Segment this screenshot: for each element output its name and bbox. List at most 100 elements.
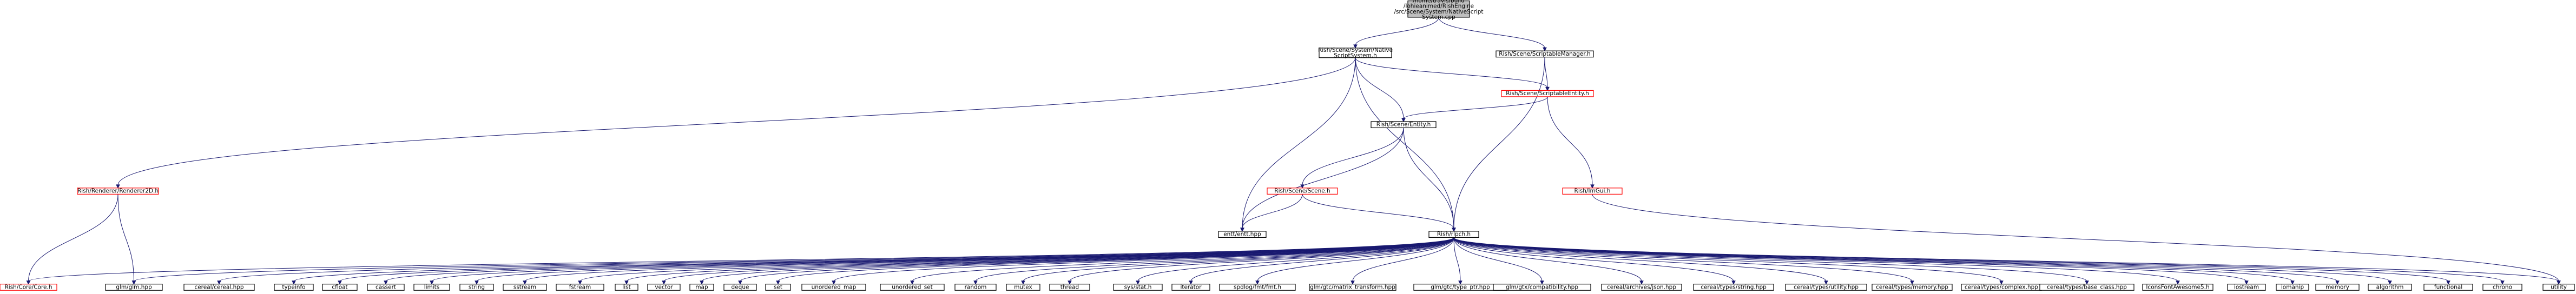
- node-glmtp[interactable]: glm/gtc/type_ptr.hpp: [1413, 284, 1507, 291]
- node-cereal[interactable]: cereal/cereal.hpp: [183, 284, 255, 291]
- edge-rlpch-to-uset: [912, 237, 1454, 282]
- node-label-line: glm/gtx/compatibility.hpp: [1506, 284, 1578, 290]
- edge-arrowhead-rlpch-to-sysstat: [1136, 280, 1140, 285]
- node-umap[interactable]: unordered_map: [801, 284, 866, 291]
- node-uset[interactable]: unordered_set: [880, 284, 945, 291]
- node-utility[interactable]: utility: [2542, 284, 2575, 291]
- node-algorithm[interactable]: algorithm: [2368, 284, 2412, 291]
- node-label-line: iostream: [2234, 284, 2259, 290]
- edge-arrowhead-root-to-nss: [1353, 44, 1358, 49]
- node-cjson[interactable]: cereal/archives/json.hpp: [1601, 284, 1682, 291]
- node-rlpch[interactable]: Rish/rlpch.h: [1428, 231, 1479, 238]
- node-box: [2227, 284, 2266, 291]
- node-box: [2039, 284, 2134, 291]
- edge-arrowhead-rlpch-to-deque: [738, 280, 742, 285]
- node-map[interactable]: map: [689, 284, 714, 291]
- node-sysstat[interactable]: sys/stat.h: [1113, 284, 1163, 291]
- node-root[interactable]: /home/travis/build/lohieanimed/RishEngin…: [1394, 0, 1483, 21]
- node-core[interactable]: Rish/Core/Core.h: [0, 284, 57, 291]
- node-ent[interactable]: Rish/Scene/Entity.h: [1371, 121, 1437, 129]
- node-label-line: iterator: [1180, 284, 1202, 290]
- node-thread[interactable]: thread: [1049, 284, 1090, 291]
- node-memory[interactable]: memory: [2315, 284, 2360, 291]
- node-deque[interactable]: deque: [723, 284, 757, 291]
- node-box: [615, 284, 638, 291]
- edge-rlpch-to-sysstat: [1137, 237, 1454, 282]
- edge-arrowhead-scene-to-rlpch: [1452, 228, 1456, 232]
- node-iterator[interactable]: iterator: [1171, 284, 1210, 291]
- node-box: [1785, 284, 1867, 291]
- node-cassert[interactable]: cassert: [367, 284, 405, 291]
- edge-arrowhead-rlpch-to-utility: [2557, 280, 2561, 285]
- edge-arrowhead-root-to-sm: [1543, 47, 1547, 52]
- node-box: [1171, 284, 1210, 291]
- node-label-line: System.cpp: [1422, 14, 1455, 21]
- node-cstring[interactable]: cereal/types/string.hpp: [1693, 284, 1774, 291]
- node-label-line: thread: [1060, 284, 1079, 290]
- node-box: [183, 284, 255, 291]
- node-label-line: cereal/types/string.hpp: [1701, 284, 1767, 290]
- node-spdlog[interactable]: spdlog/fmt/fmt.h: [1219, 284, 1296, 291]
- edge-se-to-imgui: [1547, 96, 1593, 185]
- node-glmmt[interactable]: glm/gtc/matrix_transform.hpp: [1309, 284, 1396, 291]
- node-fstream[interactable]: fstream: [556, 284, 604, 291]
- node-list[interactable]: list: [615, 284, 638, 291]
- node-label-line: ScriptSystem.h: [1334, 52, 1377, 59]
- node-box: [274, 284, 314, 291]
- node-set[interactable]: set: [765, 284, 791, 291]
- node-box: [2482, 284, 2522, 291]
- node-typeinfo[interactable]: typeinfo: [274, 284, 314, 291]
- edge-r2d-to-glm: [117, 194, 134, 282]
- node-label-line: IconsFontAwesome5.h: [2146, 284, 2209, 290]
- edge-rlpch-to-cbase: [1453, 237, 2087, 282]
- edge-sm-to-rlpch: [1453, 57, 1545, 229]
- node-iostream[interactable]: iostream: [2227, 284, 2266, 291]
- node-glm[interactable]: glm/glm.hpp: [105, 284, 163, 291]
- node-imgui[interactable]: Rish/ImGui.h: [1562, 188, 1623, 195]
- node-label-line: cereal/types/memory.hpp: [1876, 284, 1948, 290]
- node-label-line: cereal/archives/json.hpp: [1607, 284, 1676, 290]
- node-label-line: cereal/types/base_class.hpp: [2047, 284, 2127, 290]
- node-functional[interactable]: functional: [2423, 284, 2473, 291]
- node-limits[interactable]: limits: [413, 284, 450, 291]
- node-label-line: cereal/types/utility.hpp: [1794, 284, 1859, 290]
- edge-scene-to-rlpch: [1302, 194, 1454, 229]
- edge-arrowhead-rlpch-to-cassert: [384, 280, 388, 285]
- node-label-line: cereal/types/complex.hpp: [1965, 284, 2038, 290]
- edge-scene-to-entt: [1242, 194, 1303, 229]
- node-iomanip[interactable]: iomanip: [2276, 284, 2309, 291]
- edge-rlpch-to-icons: [1453, 237, 2178, 282]
- node-sm[interactable]: Rish/Scene/ScriptableManager.h: [1495, 50, 1594, 58]
- node-cfloat[interactable]: cfloat: [322, 284, 358, 291]
- edge-arrowhead-rlpch-to-glmmt: [1350, 280, 1355, 285]
- node-label-line: entt/entt.hpp: [1223, 231, 1261, 238]
- node-label-line: string: [469, 284, 485, 290]
- node-ccomplex[interactable]: cereal/types/complex.hpp: [1961, 284, 2042, 291]
- edge-rlpch-to-random: [975, 237, 1454, 282]
- node-cmemory[interactable]: cereal/types/memory.hpp: [1872, 284, 1953, 291]
- node-se[interactable]: Rish/Scene/ScriptableEntity.h: [1501, 90, 1594, 97]
- node-chrono[interactable]: chrono: [2482, 284, 2522, 291]
- node-r2d[interactable]: Rish/Renderer/Renderer2D.h: [77, 188, 159, 195]
- edge-arrowhead-nss-to-r2d: [116, 184, 120, 189]
- node-mutex[interactable]: mutex: [1006, 284, 1040, 291]
- node-vector[interactable]: vector: [647, 284, 681, 291]
- edge-arrowhead-rlpch-to-string: [475, 280, 479, 285]
- node-sstream[interactable]: sstream: [503, 284, 547, 291]
- node-label-line: cassert: [375, 284, 396, 290]
- edge-rlpch-to-cmemory: [1453, 237, 1913, 282]
- node-random[interactable]: random: [954, 284, 997, 291]
- node-box: [689, 284, 714, 291]
- node-glmcomp[interactable]: glm/gtx/compatibility.hpp: [1493, 284, 1591, 291]
- node-cutility[interactable]: cereal/types/utility.hpp: [1785, 284, 1867, 291]
- node-box: [556, 284, 604, 291]
- node-string[interactable]: string: [459, 284, 494, 291]
- node-label-line: sys/stat.h: [1124, 284, 1152, 290]
- node-icons[interactable]: IconsFontAwesome5.h: [2142, 284, 2213, 291]
- node-scene[interactable]: Rish/Scene/Scene.h: [1267, 188, 1338, 195]
- node-cbase[interactable]: cereal/types/base_class.hpp: [2039, 284, 2134, 291]
- node-entt[interactable]: entt/entt.hpp: [1218, 231, 1267, 238]
- edge-rlpch-to-core: [28, 237, 1454, 282]
